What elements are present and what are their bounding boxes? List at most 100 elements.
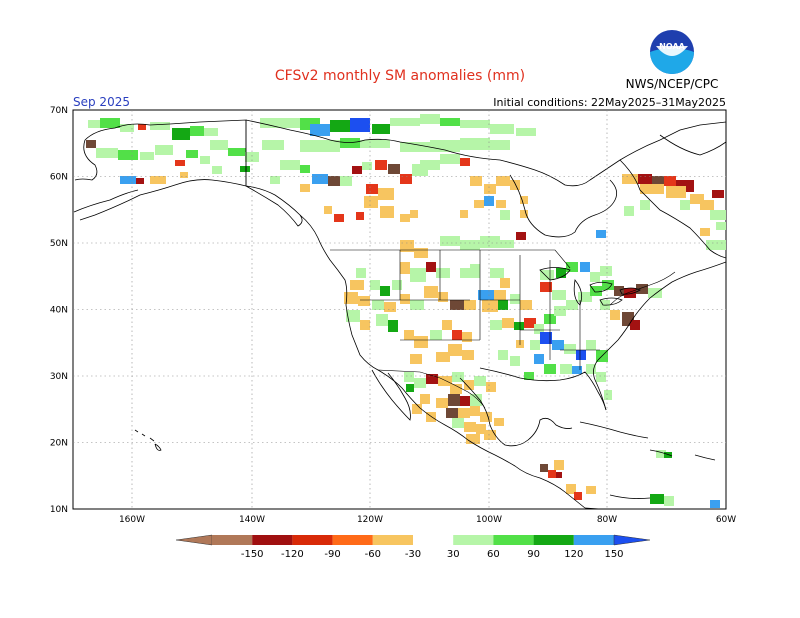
latitude-label: 40N bbox=[50, 306, 68, 316]
anomaly-cell bbox=[666, 186, 686, 198]
anomaly-cell bbox=[680, 200, 690, 210]
anomaly-cell bbox=[260, 118, 300, 128]
anomaly-cell bbox=[150, 176, 166, 184]
anomaly-cell bbox=[440, 236, 460, 246]
anomaly-cell bbox=[388, 320, 398, 332]
anomaly-cell bbox=[540, 270, 554, 280]
anomaly-cell bbox=[650, 494, 664, 504]
anomaly-cell bbox=[372, 300, 384, 310]
anomaly-cell bbox=[460, 158, 470, 166]
anomaly-cell bbox=[520, 210, 528, 218]
anomaly-cell bbox=[602, 280, 614, 290]
anomaly-cell bbox=[88, 120, 100, 128]
anomaly-cell bbox=[300, 165, 310, 173]
anomaly-cell bbox=[400, 214, 410, 222]
anomaly-cell bbox=[310, 124, 330, 136]
anomaly-cell bbox=[484, 184, 496, 194]
anomaly-cell bbox=[596, 372, 606, 382]
anomaly-cell bbox=[520, 300, 532, 310]
anomaly-cell bbox=[86, 140, 96, 148]
anomaly-cell bbox=[516, 232, 526, 240]
anomaly-cell bbox=[540, 332, 552, 344]
anomaly-cell bbox=[460, 210, 468, 218]
anomaly-cell bbox=[240, 166, 250, 172]
anomaly-cell bbox=[548, 470, 556, 478]
anomaly-cell bbox=[412, 404, 422, 414]
anomaly-cell bbox=[212, 166, 222, 174]
anomaly-cell bbox=[450, 300, 464, 310]
anomaly-cell bbox=[486, 382, 496, 392]
colorbar-label: 60 bbox=[487, 549, 500, 560]
anomaly-cell bbox=[490, 124, 514, 134]
anomaly-cell bbox=[120, 124, 134, 132]
initial-conditions: Initial conditions: 22May2025–31May2025 bbox=[493, 96, 726, 109]
anomaly-cell bbox=[360, 140, 390, 148]
colorbar-segment bbox=[212, 535, 253, 545]
anomaly-cell bbox=[424, 286, 438, 298]
anomaly-cell bbox=[712, 190, 724, 198]
latitude-label: 50N bbox=[50, 239, 68, 249]
anomaly-cell bbox=[448, 344, 462, 356]
anomaly-cell bbox=[330, 120, 352, 132]
anomaly-cell bbox=[586, 340, 596, 350]
anomaly-cell bbox=[656, 450, 666, 458]
anomaly-cell bbox=[638, 174, 652, 184]
anomaly-cell bbox=[496, 200, 506, 208]
anomaly-cell bbox=[494, 418, 504, 426]
colorbar-label: -30 bbox=[405, 549, 421, 560]
anomaly-cell bbox=[436, 268, 450, 278]
anomaly-cell bbox=[404, 372, 414, 382]
anomaly-cell bbox=[118, 150, 138, 160]
anomaly-cell bbox=[544, 364, 556, 374]
anomaly-cell bbox=[442, 320, 452, 330]
anomaly-cell bbox=[448, 394, 460, 406]
anomaly-cell bbox=[490, 320, 502, 330]
anomaly-cell bbox=[120, 176, 136, 184]
anomaly-cell bbox=[300, 184, 310, 192]
anomaly-cell bbox=[498, 300, 508, 310]
anomaly-cell bbox=[370, 280, 380, 290]
anomaly-cell bbox=[392, 280, 402, 290]
anomaly-cell bbox=[466, 434, 480, 444]
anomaly-cell bbox=[462, 332, 472, 342]
anomaly-cell bbox=[420, 160, 440, 170]
anomaly-cell bbox=[480, 412, 492, 422]
anomaly-cell bbox=[458, 408, 470, 418]
anomaly-cells bbox=[86, 114, 726, 508]
latitude-labels: 70N 60N 50N 40N 30N 20N 10N bbox=[50, 106, 68, 515]
anomaly-cell bbox=[490, 268, 504, 278]
anomaly-cell bbox=[356, 212, 364, 220]
anomaly-cell bbox=[464, 422, 476, 432]
anomaly-cell bbox=[470, 406, 480, 416]
anomaly-cell bbox=[524, 318, 536, 328]
anomaly-cell bbox=[436, 352, 450, 362]
anomaly-cell bbox=[520, 196, 528, 204]
colorbar-segment bbox=[332, 535, 373, 545]
anomaly-cell bbox=[540, 282, 552, 292]
anomaly-cell bbox=[414, 378, 426, 388]
anomaly-cell bbox=[474, 200, 484, 208]
longitude-label: 120W bbox=[357, 515, 383, 525]
map-title: CFSv2 monthly SM anomalies (mm) bbox=[275, 68, 525, 84]
colorbar-segment bbox=[413, 535, 454, 545]
anomaly-cell bbox=[664, 176, 676, 186]
colorbar-segment bbox=[493, 535, 534, 545]
anomaly-cell bbox=[414, 248, 428, 258]
colorbar-label: 120 bbox=[564, 549, 583, 560]
anomaly-cell bbox=[426, 262, 436, 272]
anomaly-cell bbox=[510, 180, 520, 190]
longitude-label: 100W bbox=[476, 515, 502, 525]
anomaly-cell bbox=[180, 172, 188, 178]
colorbar-segment bbox=[573, 535, 614, 545]
anomaly-cell bbox=[640, 184, 664, 194]
anomaly-cell bbox=[510, 356, 520, 366]
anomaly-cell bbox=[270, 176, 280, 184]
colorbar-segment bbox=[292, 535, 333, 545]
anomaly-cell bbox=[400, 294, 410, 304]
anomaly-cell bbox=[566, 262, 578, 272]
anomaly-cell bbox=[566, 300, 578, 310]
anomaly-cell bbox=[362, 162, 372, 170]
longitude-labels: 160W 140W 120W 100W 80W 60W bbox=[119, 515, 736, 525]
anomaly-cell bbox=[460, 120, 490, 128]
anomaly-cell bbox=[406, 384, 414, 392]
